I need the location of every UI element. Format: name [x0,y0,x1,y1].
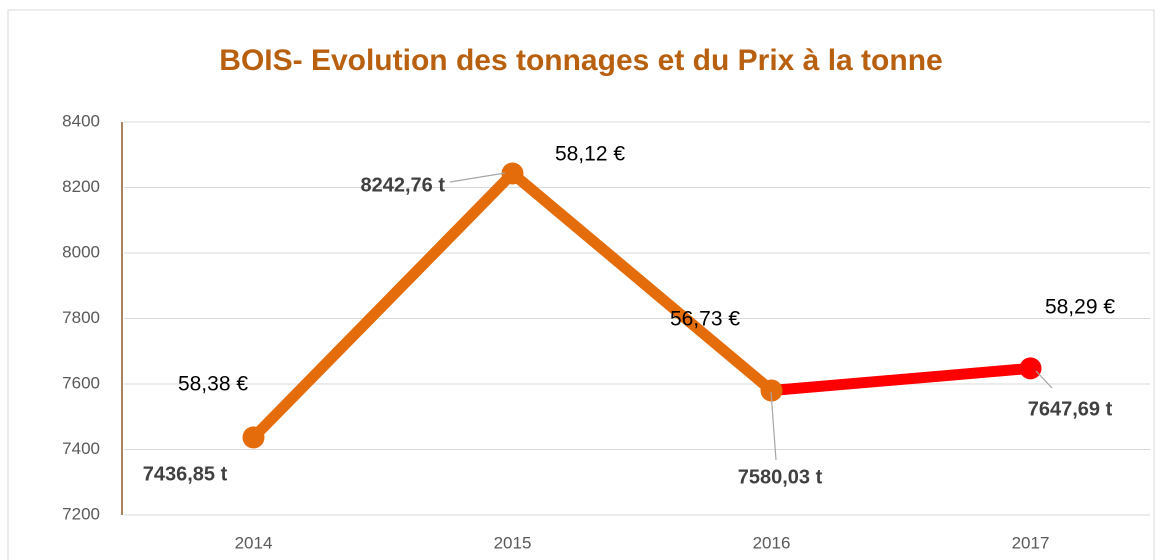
y-tick-label: 7800 [62,308,100,327]
y-tick-label: 8400 [62,111,100,130]
chart-frame [7,9,1155,560]
leader-line [449,172,506,183]
x-tick-label: 2017 [1012,533,1050,552]
chart-title: BOIS- Evolution des tonnages et du Prix … [219,44,942,77]
price-label: 56,73 € [670,308,740,331]
leader-line [1035,370,1053,389]
value-label: 8242,76 t [360,174,445,196]
point [760,379,783,402]
y-tick-label: 8000 [62,242,100,261]
line-segment [766,362,1036,397]
price-label: 58,38 € [178,373,248,396]
x-tick-label: 2014 [235,533,273,552]
line-segment [507,167,777,397]
point [242,426,265,449]
price-label: 58,12 € [555,143,625,166]
x-tick-label: 2015 [494,533,532,552]
leader-line [770,391,777,461]
y-tick-label: 7200 [62,504,100,523]
point [501,162,524,185]
y-tick-label: 7400 [62,439,100,458]
line-segment [248,167,518,443]
value-label: 7580,03 t [738,466,823,488]
price-label: 58,29 € [1045,296,1115,319]
value-label: 7647,69 t [1028,398,1113,420]
y-tick-label: 8200 [62,177,100,196]
value-label: 7436,85 t [143,463,228,485]
x-tick-label: 2016 [753,533,791,552]
point [1019,357,1042,380]
y-tick-label: 7600 [62,373,100,392]
